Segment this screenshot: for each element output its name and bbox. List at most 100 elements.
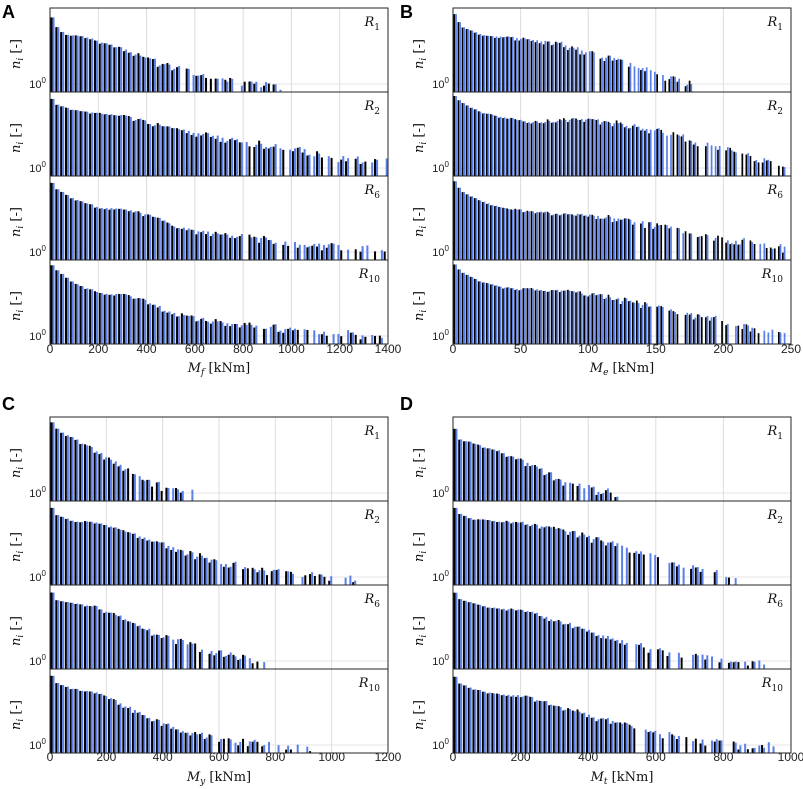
bar-blue [517, 458, 519, 501]
bar-blue [76, 199, 79, 260]
bar-dark [112, 699, 115, 753]
bar-blue [495, 36, 498, 92]
bar-dark [214, 78, 217, 92]
bar-blue [124, 469, 127, 501]
y-tick-label: 100 [29, 569, 46, 584]
bar-dark [209, 236, 212, 260]
bar-blue [471, 107, 474, 176]
bar-blue [66, 686, 69, 753]
bar-dark [550, 290, 553, 344]
bar-dark [550, 122, 553, 176]
bar-dark [713, 572, 716, 585]
bar-blue [625, 723, 628, 753]
bar-blue [560, 290, 563, 344]
bar-dark [603, 218, 606, 260]
bar-blue [100, 452, 103, 501]
bar-blue [231, 78, 234, 92]
bar-blue [158, 217, 161, 260]
bar-dark [623, 644, 626, 669]
bar-dark [127, 116, 130, 176]
bar-dark [571, 531, 574, 585]
bar-blue [258, 570, 261, 585]
bar-blue [139, 55, 142, 92]
bar-dark [270, 571, 273, 585]
bar-dark [481, 35, 484, 92]
bar-dark [514, 40, 517, 92]
bar-blue [654, 730, 657, 753]
bar-blue [95, 291, 99, 344]
bar-blue [690, 312, 693, 344]
bar-dark [93, 693, 96, 753]
bar-blue [649, 221, 652, 260]
bar-dark [208, 653, 211, 669]
bar-dark [557, 619, 560, 669]
bar-blue [197, 320, 200, 344]
bar-dark [721, 320, 723, 344]
x-tick-label: 400 [153, 750, 173, 764]
bar-dark [93, 40, 96, 92]
bar-blue [120, 208, 123, 260]
bar-dark [533, 701, 536, 753]
y-axis-label: ni [-] [9, 123, 26, 153]
bar-blue [475, 109, 478, 176]
bar-blue [758, 745, 761, 753]
bar-dark [176, 228, 179, 260]
bar-dark [688, 140, 691, 176]
bar-dark [671, 562, 674, 585]
bar-dark [550, 45, 553, 92]
bar-blue [517, 695, 519, 753]
bar-blue [544, 211, 547, 260]
bar-blue [556, 42, 559, 92]
bar-blue [524, 38, 526, 92]
bar-blue [779, 244, 782, 260]
bar-blue [554, 528, 557, 585]
bar-dark [233, 238, 237, 260]
bar-dark [166, 222, 169, 260]
bar-dark [88, 606, 91, 669]
bar-blue [354, 580, 357, 585]
bar-dark [526, 288, 529, 344]
bar-dark [660, 224, 663, 260]
bar-dark [378, 335, 381, 344]
bar-dark [458, 439, 461, 501]
bar-dark [74, 200, 77, 260]
bar-dark [567, 122, 569, 176]
bar-dark [619, 643, 622, 669]
bar-dark [640, 223, 642, 260]
bar-dark [518, 120, 521, 176]
bar-blue [498, 521, 501, 585]
bar-dark [548, 526, 551, 585]
bar-dark [676, 134, 679, 176]
bar-dark [640, 69, 642, 92]
bar-blue [578, 711, 581, 753]
bar-blue [253, 739, 256, 753]
bar-blue [502, 521, 505, 585]
bar-dark [782, 252, 784, 260]
bar-blue [686, 312, 689, 344]
bar-blue [279, 89, 282, 92]
bar-blue [550, 472, 553, 501]
bar-dark [696, 314, 699, 344]
bar-blue [178, 228, 181, 260]
bar-dark [458, 514, 461, 585]
bar-blue [720, 740, 723, 753]
y-axis-label: ni [-] [9, 291, 26, 321]
bar-blue [731, 243, 733, 260]
y-tick-label: 100 [29, 485, 46, 500]
bar-blue [491, 114, 494, 176]
bar-dark [316, 246, 319, 260]
bar-blue [119, 703, 122, 753]
bar-blue [207, 133, 210, 176]
bar-dark [282, 149, 285, 176]
bar-dark [472, 603, 475, 669]
bar-dark [599, 58, 602, 92]
bar-blue [616, 639, 619, 669]
bar-blue [105, 208, 108, 260]
bar-dark [729, 147, 732, 176]
bar-blue [240, 325, 243, 344]
bar-blue [580, 50, 583, 92]
bar-dark [156, 66, 159, 92]
bar-dark [782, 166, 784, 176]
bar-dark [538, 290, 541, 344]
bar-dark [320, 250, 323, 260]
